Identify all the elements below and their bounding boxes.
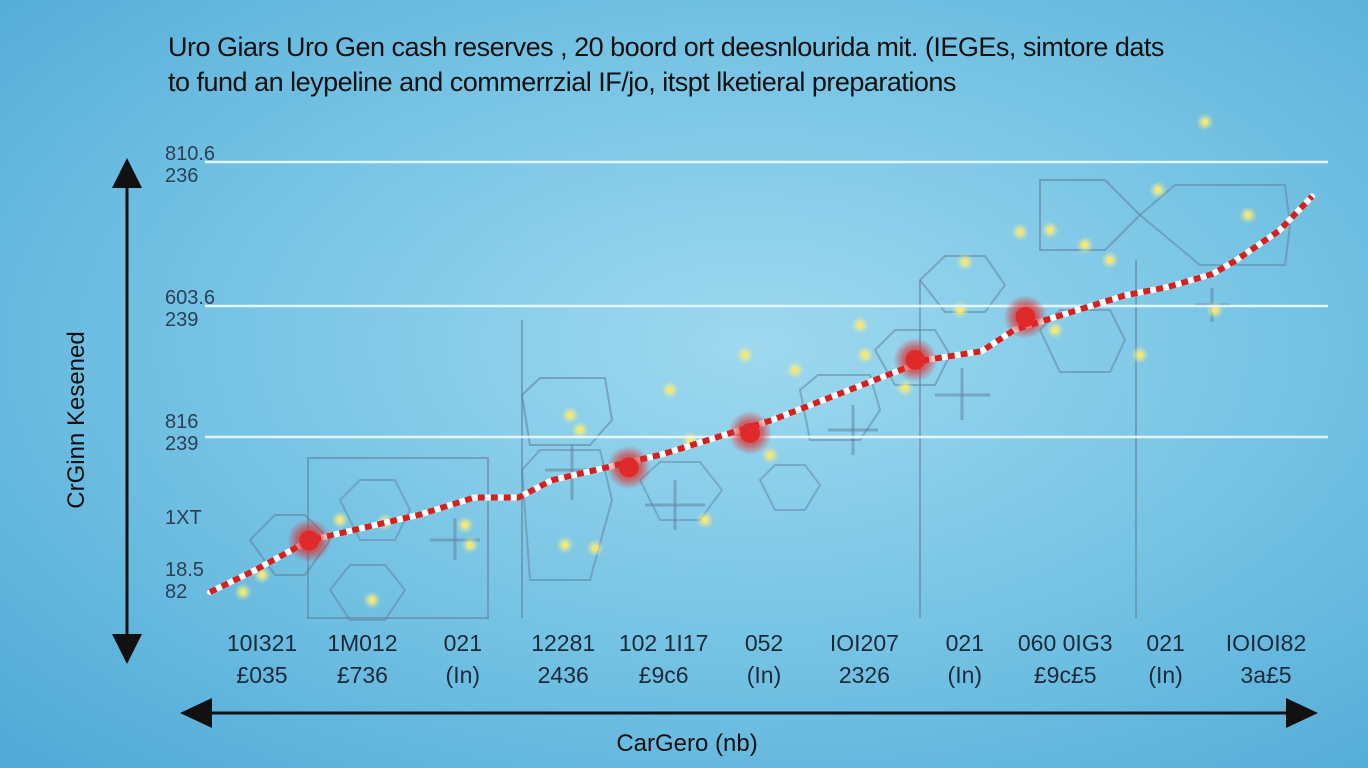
sparkle-core [957,307,963,313]
y-tick-label: 82 [165,581,187,603]
highlight-point [905,349,926,370]
series-group [207,193,1315,596]
x-tick-labels: 10I321 £035 1M012 £736 021 (In) 12281 2436 102 1… [227,630,1306,688]
highlight-point [618,457,639,478]
sparkle-core [369,597,375,603]
y-tick-label: 18.5 [165,559,204,581]
sparkle-core [467,542,473,548]
x-tick-label: 2436 [538,662,589,688]
sparkle-core [1107,257,1113,263]
sparkle-core [337,517,343,523]
sparkle-core [1137,352,1143,358]
series-line-base [207,193,1315,596]
y-tick-label: 603.6 [165,287,215,309]
sparkle-core [742,352,748,358]
x-tick-label: 102 1I17 [619,630,709,656]
sparkle-core [902,385,908,391]
x-tick-label: 060 0IG3 [1018,630,1113,656]
gridlines [205,160,1328,439]
y-tick-label: 816 [165,411,198,433]
sparkle-core [1212,307,1218,313]
y-axis-label: CrGinn Kesened [63,331,90,508]
x-axis-arrow-right [1286,698,1318,728]
sparkle-core [462,522,468,528]
sparkle-core [687,437,693,443]
x-tick-label: 052 [745,630,783,656]
x-tick-label: 2326 [839,662,890,688]
background-decoration [234,113,1292,621]
title-line-2: to fund an leypeline and commerrzial IF/… [168,67,956,97]
x-tick-label: 3a£5 [1240,662,1291,688]
sparkle-core [567,412,573,418]
series-line [208,194,1315,595]
sparkle-core [1155,187,1161,193]
x-tick-label: 021 [946,630,984,656]
title-line-1: Uro Giars Uro Gen cash reserves , 20 boo… [168,32,1164,62]
y-tick-label: 1XT [165,507,202,529]
y-tick-label: 239 [165,433,198,455]
sparkle-core [259,572,265,578]
x-tick-label: (In) [747,662,782,688]
sparkle-core [1047,227,1053,233]
x-tick-label: £9c6 [639,662,689,688]
highlight-point [739,423,760,443]
highlight-point [299,530,320,551]
sparkle-core [857,322,863,328]
sparkle-core [1245,212,1251,218]
x-tick-label: (In) [446,662,481,688]
x-axis-arrow-left [180,698,212,728]
x-tick-label: £035 [236,662,287,688]
x-tick-label: IOI207 [830,630,899,656]
x-tick-label: (In) [1148,662,1183,688]
sparkle-core [792,367,798,373]
x-tick-label: IOIOI82 [1226,630,1307,656]
y-tick-label: 239 [165,309,198,331]
sparkle-core [562,542,568,548]
highlight-points [287,294,1048,563]
x-tick-label: 12281 [531,630,595,656]
sparkle-core [1202,119,1208,125]
sparkle-core [592,545,598,551]
sparkle-core [862,352,868,358]
sparkle-core [1052,327,1058,333]
x-tick-label: (In) [948,662,983,688]
sparkle-core [1082,242,1088,248]
x-tick-label: 1M012 [327,630,397,656]
y-axis-arrow-top [112,158,142,188]
highlight-point [1015,306,1036,327]
axes [112,158,1318,728]
x-tick-label: 021 [1146,630,1184,656]
x-tick-label: £736 [337,662,388,688]
x-axis-label: CarGero (nb) [616,730,757,757]
sparkle-core [240,589,246,595]
x-tick-label: 021 [444,630,482,656]
sparkle-core [767,452,773,458]
chart-title: Uro Giars Uro Gen cash reserves , 20 boo… [168,30,1318,100]
y-axis-arrow-bottom [112,634,142,664]
x-tick-label: £9c£5 [1034,662,1097,688]
sparkle-core [577,427,583,433]
x-tick-label: 10I321 [227,630,297,656]
y-tick-label: 810.6 [165,143,215,165]
sparkle-core [667,387,673,393]
sparkle-core [1017,229,1023,235]
y-tick-label: 236 [165,165,198,187]
sparkle-core [962,259,968,265]
sparkle-core [702,517,708,523]
